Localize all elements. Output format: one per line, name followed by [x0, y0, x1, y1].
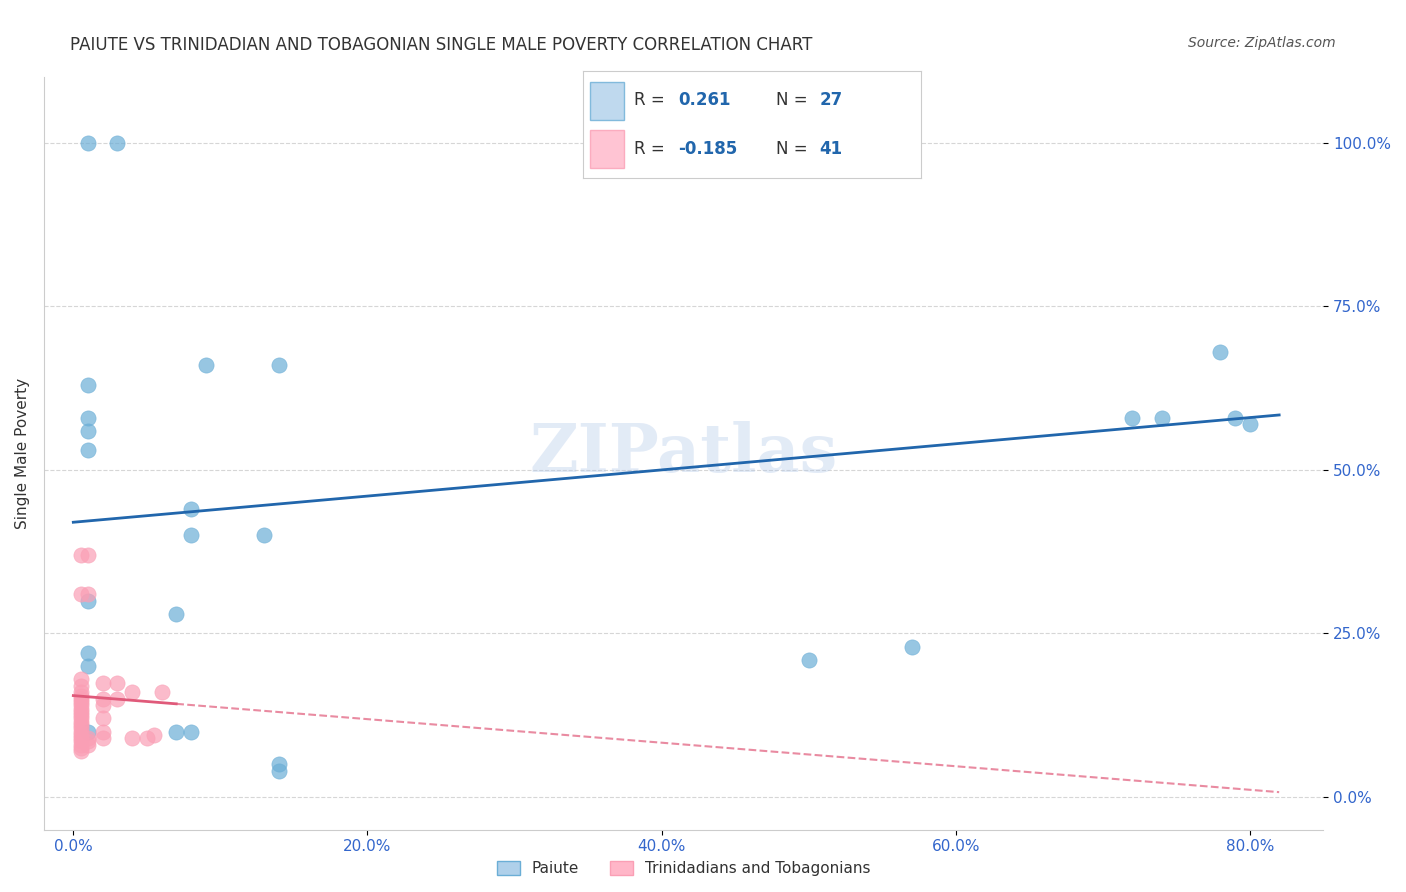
Text: 41: 41 — [820, 141, 842, 159]
Y-axis label: Single Male Poverty: Single Male Poverty — [15, 378, 30, 529]
Point — [77, 738, 100, 752]
Point — [77, 731, 100, 745]
Point — [69, 708, 91, 723]
Point — [77, 443, 100, 458]
Point — [77, 410, 100, 425]
Text: ZIPatlas: ZIPatlas — [530, 421, 838, 486]
Point — [1239, 417, 1261, 431]
Text: R =: R = — [634, 141, 671, 159]
Point — [69, 695, 91, 709]
Point — [107, 691, 129, 706]
Point — [69, 724, 91, 739]
Point — [143, 728, 166, 742]
Point — [180, 502, 202, 516]
Text: R =: R = — [634, 91, 671, 109]
Point — [77, 593, 100, 607]
Point — [194, 358, 217, 372]
Point — [69, 740, 91, 755]
Point — [69, 711, 91, 725]
Point — [91, 691, 114, 706]
Bar — [591, 130, 624, 168]
Point — [69, 689, 91, 703]
Point — [180, 528, 202, 542]
Point — [135, 731, 157, 745]
Point — [77, 734, 100, 748]
Point — [121, 685, 143, 699]
Legend: Paiute, Trinidadians and Tobagonians: Paiute, Trinidadians and Tobagonians — [491, 855, 876, 882]
Point — [69, 705, 91, 719]
Point — [91, 731, 114, 745]
Point — [69, 698, 91, 713]
Point — [269, 764, 291, 778]
Point — [165, 607, 187, 621]
Point — [91, 724, 114, 739]
Text: Source: ZipAtlas.com: Source: ZipAtlas.com — [1188, 36, 1336, 50]
Point — [69, 738, 91, 752]
Point — [69, 672, 91, 686]
Point — [69, 744, 91, 758]
Point — [121, 731, 143, 745]
Point — [107, 136, 129, 150]
Point — [1209, 345, 1232, 359]
Point — [69, 587, 91, 601]
Point — [69, 718, 91, 732]
Text: -0.185: -0.185 — [678, 141, 737, 159]
Point — [69, 731, 91, 745]
Point — [77, 646, 100, 660]
Point — [69, 734, 91, 748]
Point — [69, 714, 91, 729]
Point — [269, 757, 291, 772]
Point — [77, 548, 100, 562]
Text: 27: 27 — [820, 91, 844, 109]
Point — [900, 640, 922, 654]
Point — [1121, 410, 1143, 425]
Text: 0.261: 0.261 — [678, 91, 731, 109]
Point — [69, 728, 91, 742]
Point — [91, 698, 114, 713]
Bar — [591, 82, 624, 120]
Point — [77, 587, 100, 601]
Point — [69, 721, 91, 735]
Point — [180, 724, 202, 739]
Point — [77, 724, 100, 739]
Point — [69, 679, 91, 693]
Point — [269, 358, 291, 372]
Point — [165, 724, 187, 739]
Point — [1150, 410, 1173, 425]
Point — [77, 659, 100, 673]
Point — [69, 691, 91, 706]
Point — [1223, 410, 1246, 425]
Point — [69, 701, 91, 715]
Text: PAIUTE VS TRINIDADIAN AND TOBAGONIAN SINGLE MALE POVERTY CORRELATION CHART: PAIUTE VS TRINIDADIAN AND TOBAGONIAN SIN… — [70, 36, 813, 54]
Text: N =: N = — [776, 91, 813, 109]
Point — [77, 377, 100, 392]
Point — [150, 685, 173, 699]
Text: N =: N = — [776, 141, 813, 159]
Point — [91, 675, 114, 690]
Point — [253, 528, 276, 542]
Point — [91, 711, 114, 725]
Point — [797, 652, 820, 666]
Point — [77, 424, 100, 438]
Point — [77, 136, 100, 150]
Point — [107, 675, 129, 690]
Point — [69, 548, 91, 562]
Point — [69, 685, 91, 699]
